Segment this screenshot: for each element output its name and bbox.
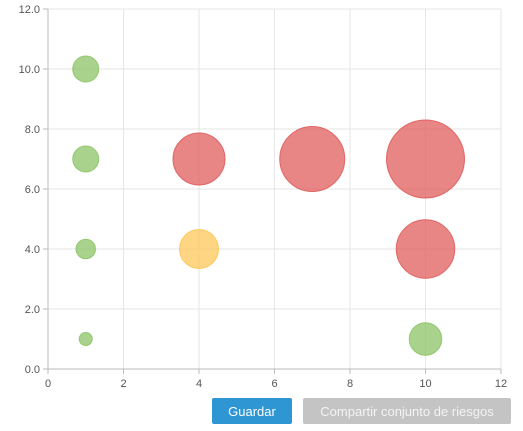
bubble (395, 219, 456, 279)
bubble (75, 238, 96, 260)
bubble (408, 322, 443, 356)
bubble (386, 119, 465, 199)
y-tick-label: 2.0 (25, 304, 40, 316)
save-button[interactable]: Guardar (212, 398, 292, 424)
y-tick-label: 6.0 (25, 184, 40, 196)
y-tick-label: 10.0 (19, 64, 40, 76)
share-risk-set-button[interactable]: Compartir conjunto de riesgos (303, 398, 511, 424)
bubbles (72, 55, 465, 356)
x-tick-label: 0 (45, 378, 51, 390)
bubble (78, 332, 93, 346)
bubble (72, 55, 100, 83)
y-tick-label: 8.0 (25, 124, 40, 136)
x-tick-label: 6 (271, 378, 277, 390)
y-axis-ticks: 0.0 2.0 4.0 6.0 8.0 10.0 12.0 (19, 4, 48, 376)
bubble (179, 229, 219, 269)
y-tick-label: 0.0 (25, 364, 40, 376)
x-tick-label: 4 (196, 378, 202, 390)
bubble (72, 145, 100, 173)
x-tick-label: 10 (419, 378, 431, 390)
x-tick-label: 12 (495, 378, 507, 390)
bubble (172, 132, 226, 186)
y-tick-label: 4.0 (25, 244, 40, 256)
y-tick-label: 12.0 (19, 4, 40, 16)
x-axis-ticks: 0 2 4 6 8 10 12 (45, 369, 507, 390)
bubble (279, 126, 346, 192)
bubble-chart: 0 2 4 6 8 10 12 0.0 2.0 4.0 6.0 8.0 10.0 12.0 (19, 4, 508, 390)
x-tick-label: 2 (120, 378, 126, 390)
x-tick-label: 8 (347, 378, 353, 390)
